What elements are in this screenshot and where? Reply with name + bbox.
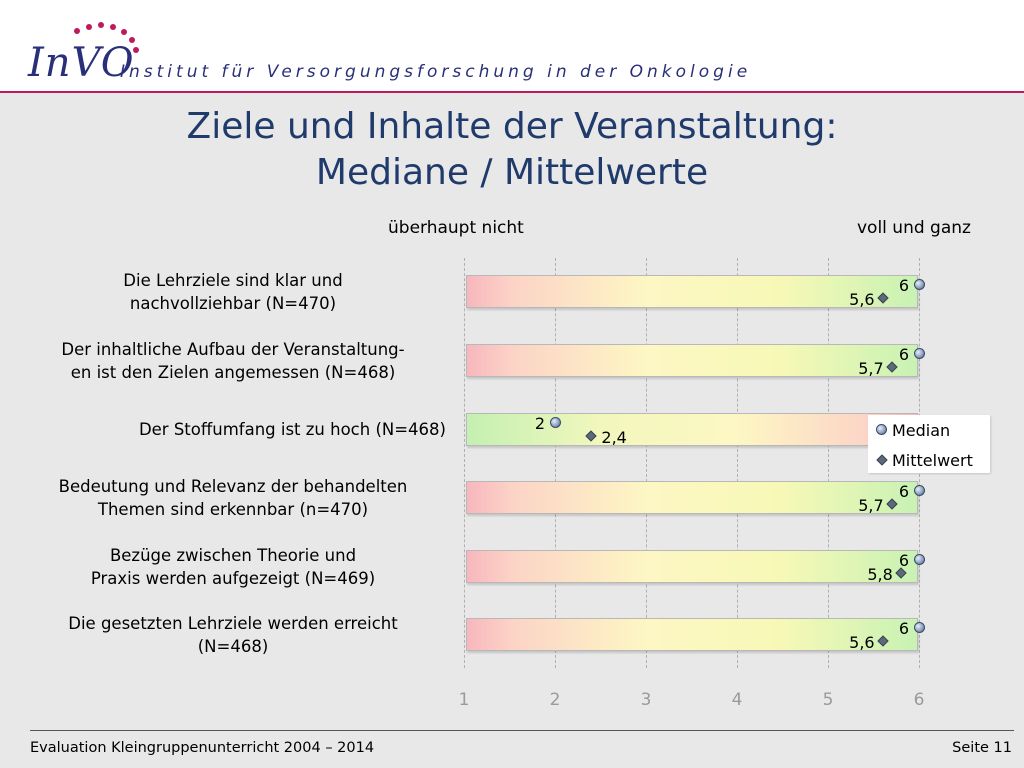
logo-dot [133,47,139,53]
row-label-line: nachvollziehbar (N=470) [129,294,337,313]
median-marker [914,348,925,359]
row-label: Der inhaltliche Aufbau der Veranstaltung… [20,338,446,384]
median-marker-icon [876,424,887,435]
median-marker [914,279,925,290]
chart-legend: Median Mittelwert [868,415,990,473]
median-value-label: 6 [898,551,909,570]
median-marker [914,554,925,565]
x-tick-label: 4 [731,690,743,710]
page-number: Seite 11 [952,740,1012,756]
gridline [646,258,647,668]
footer-divider [30,730,1014,731]
x-tick-label: 5 [822,690,834,710]
scale-right-label: voll und ganz [857,218,971,238]
mean-value-label: 5,7 [858,359,884,378]
x-tick-label: 6 [913,690,925,710]
scale-left-label: überhaupt nicht [388,218,524,238]
gridline [828,258,829,668]
row-label-line: Bedeutung und Relevanz der behandelten [58,477,408,496]
median-marker [914,622,925,633]
logo-dot [121,29,127,35]
footer-title: Evaluation Kleingruppenunterricht 2004 –… [30,740,375,756]
median-value-label: 2 [534,414,545,433]
x-tick-label: 1 [458,690,470,710]
median-marker [914,485,925,496]
row-label-line: en ist den Zielen angemessen (N=468) [70,363,396,382]
scale-bar [466,413,918,446]
title-line-2: Mediane / Mittelwerte [315,152,709,193]
legend-label-mean: Mittelwert [892,451,973,470]
median-marker [550,417,561,428]
mean-value-label: 2,4 [601,428,627,447]
gridline [737,258,738,668]
mean-value-label: 5,6 [849,633,875,652]
row-label: Bezüge zwischen Theorie und Praxis werden… [20,544,446,590]
row-label: Der Stoffumfang ist zu hoch (N=468) [20,418,446,441]
logo-wordmark: InVO [28,40,135,86]
scale-bar [466,618,918,651]
row-label-line: Der inhaltliche Aufbau der Veranstaltung… [61,340,405,359]
row-label-line: Themen sind erkennbar (n=470) [97,500,369,519]
row-label-line: Praxis werden aufgezeigt (N=469) [90,569,376,588]
logo-dot [74,28,80,34]
legend-label-median: Median [892,421,951,440]
scale-bar [466,550,918,583]
scale-bar [466,275,918,308]
row-label: Bedeutung und Relevanz der behandelten Th… [20,475,446,521]
scale-bar [466,481,918,514]
scale-bar [466,344,918,377]
gridline [555,258,556,668]
logo-dot [98,22,104,28]
mean-marker-icon [876,454,888,466]
median-value-label: 6 [898,482,909,501]
row-label-line: Bezüge zwischen Theorie und [109,546,357,565]
header-divider [0,91,1024,93]
row-label-line: Die gesetzten Lehrziele werden erreicht [68,614,398,633]
institute-name: Institut für Versorgungsforschung in der… [120,62,752,82]
logo-dot [129,37,135,43]
header: InVO Institut für Versorgungsforschung i… [0,0,1024,92]
logo-dot [86,24,92,30]
title-line-1: Ziele und Inhalte der Veranstaltung: [186,106,838,147]
row-label: Die Lehrziele sind klar und nachvollziehb… [20,269,446,315]
slide-title: Ziele und Inhalte der Veranstaltung: Med… [0,104,1024,196]
mean-value-label: 5,7 [858,496,884,515]
x-tick-label: 2 [549,690,561,710]
row-label-line: Der Stoffumfang ist zu hoch (N=468) [138,420,446,439]
median-value-label: 6 [898,619,909,638]
row-label: Die gesetzten Lehrziele werden erreicht (… [20,612,446,658]
x-tick-label: 3 [640,690,652,710]
mean-value-label: 5,8 [867,565,893,584]
row-label-line: Die Lehrziele sind klar und [123,271,343,290]
row-label-line: (N=468) [197,637,269,656]
median-value-label: 6 [898,345,909,364]
median-value-label: 6 [898,276,909,295]
logo-dot [110,24,116,30]
mean-value-label: 5,6 [849,290,875,309]
gridline [464,258,465,668]
invo-logo: InVO Institut für Versorgungsforschung i… [28,18,747,88]
